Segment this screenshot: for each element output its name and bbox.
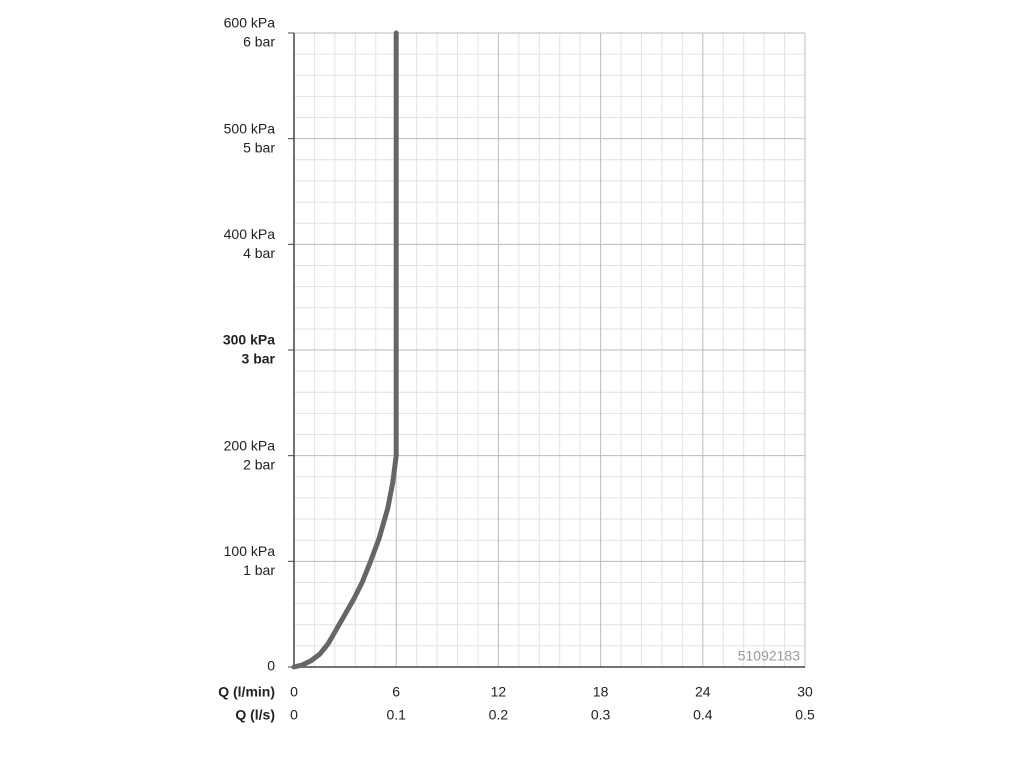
y-tick-label: 500 kPa [224,120,276,136]
y2-tick-label: 5 bar [243,139,275,155]
y2-tick-label: 4 bar [243,245,275,261]
x-tick-label: 6 [392,684,400,700]
x-tick-label: 18 [593,684,609,700]
x2-tick-label: 0.2 [489,707,509,723]
y2-tick-label: 2 bar [243,456,275,472]
x2-tick-label: 0 [290,707,298,723]
x2-tick-label: 0.3 [591,707,611,723]
y2-tick-label: 1 bar [243,562,275,578]
y-tick-label: 100 kPa [224,543,276,559]
x-tick-label: 0 [290,684,298,700]
y-tick-label: 600 kPa [224,15,276,31]
x-tick-label: 12 [491,684,507,700]
x-tick-label: 24 [695,684,711,700]
x-tick-label: 30 [797,684,813,700]
annotation: 51092183 [738,648,801,664]
x2-axis-label: Q (l/s) [235,707,275,723]
y-tick-label: 0 [267,658,275,674]
x2-tick-label: 0.4 [693,707,713,723]
y-tick-label: 400 kPa [224,226,276,242]
y2-tick-label: 6 bar [243,34,275,50]
y2-tick-label: 3 bar [242,351,276,367]
x2-tick-label: 0.1 [386,707,406,723]
y-tick-label: 300 kPa [223,332,275,348]
y-tick-label: 200 kPa [224,437,276,453]
x-axis-label: Q (l/min) [218,684,275,700]
x2-tick-label: 0.5 [795,707,815,723]
curve [291,30,399,670]
